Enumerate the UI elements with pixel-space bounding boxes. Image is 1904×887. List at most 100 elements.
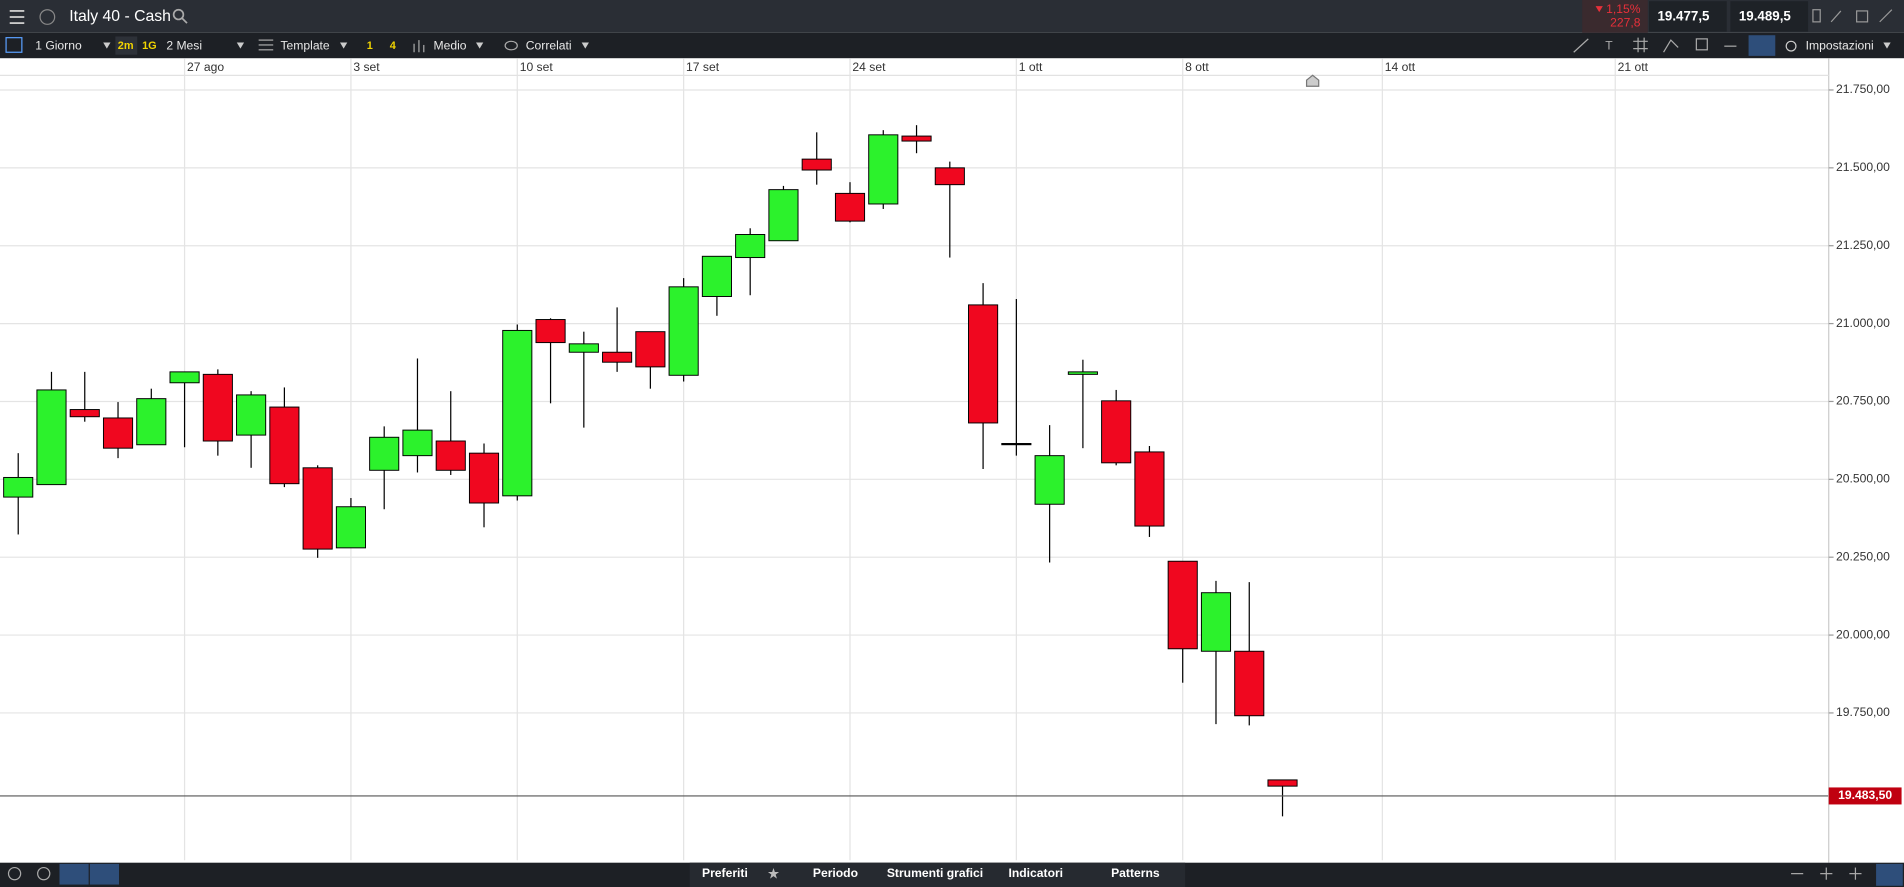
candle-body	[901, 135, 932, 142]
tab[interactable]: Strumenti grafici	[887, 866, 983, 880]
layout-1[interactable]: 1	[367, 40, 373, 52]
tool-icons[interactable]: T	[1573, 37, 1737, 53]
candle-body	[602, 351, 633, 363]
candle-body	[1034, 455, 1065, 505]
ask-box[interactable]	[1730, 1, 1809, 32]
quick-2m[interactable]: 2m	[118, 40, 134, 52]
svg-text:T: T	[1605, 38, 1613, 52]
quick-1g[interactable]: 1G	[142, 40, 157, 52]
candle-body	[735, 234, 766, 259]
candle-body	[1267, 779, 1298, 787]
candle-body	[169, 371, 200, 384]
star-icon[interactable]: ★	[767, 867, 780, 883]
candle-body	[335, 506, 366, 549]
range[interactable]: 2 Mesi	[166, 38, 202, 52]
settings[interactable]: Impostazioni	[1806, 38, 1874, 52]
chart-area	[0, 58, 1904, 863]
search-icon[interactable]	[172, 8, 188, 24]
candle-body	[934, 167, 965, 186]
y-tick-label: 20.250,00	[1836, 549, 1890, 563]
tab[interactable]: Periodo	[813, 866, 858, 880]
y-tick-label: 20.000,00	[1836, 627, 1890, 641]
candle-body	[1067, 371, 1098, 375]
current-price-label: 19.483,50	[1838, 788, 1892, 802]
tab[interactable]: Indicatori	[1009, 866, 1064, 880]
candle-body	[1001, 443, 1032, 446]
candle-body	[635, 331, 666, 368]
candle-body	[1134, 451, 1165, 527]
candle-body	[402, 429, 433, 457]
list-icon[interactable]	[5, 37, 23, 53]
active-tool[interactable]	[1748, 35, 1776, 56]
current-price-box	[1828, 787, 1902, 805]
candle-body	[302, 467, 333, 550]
candle-body	[568, 343, 599, 353]
candle-body	[1200, 592, 1232, 652]
clear-icon[interactable]	[37, 866, 51, 881]
dropdown[interactable]	[103, 42, 111, 49]
x-tick-label: 1 ott	[1019, 60, 1043, 74]
candle-body	[3, 476, 34, 498]
candle-body	[202, 373, 233, 442]
candle-body	[502, 329, 533, 497]
bid-price[interactable]: 19.477,5	[1658, 9, 1711, 24]
dropdown[interactable]	[1883, 42, 1891, 49]
change-pct: 1,15%	[1606, 2, 1641, 16]
quick-box[interactable]	[115, 36, 138, 55]
x-tick-label: 21 ott	[1618, 60, 1649, 74]
tab[interactable]: Patterns	[1111, 866, 1160, 880]
candle-body	[36, 389, 67, 486]
dropdown[interactable]	[340, 42, 348, 49]
interval[interactable]: 1 Giorno	[35, 38, 82, 52]
magnet-tool[interactable]	[89, 863, 119, 885]
candle-body	[968, 304, 999, 424]
settings-icon[interactable]	[1785, 40, 1797, 52]
change-box	[1582, 0, 1648, 33]
dropdown[interactable]	[236, 42, 245, 49]
candle-body	[236, 394, 267, 436]
fit-tool[interactable]	[1876, 863, 1903, 886]
candle-body	[768, 189, 799, 242]
candle-body	[369, 436, 400, 471]
candle-body	[269, 406, 300, 485]
draw-tool[interactable]	[59, 863, 89, 885]
template[interactable]: Template	[281, 38, 330, 52]
candle-body	[668, 286, 699, 376]
style-icon[interactable]	[413, 40, 425, 53]
ask-price[interactable]: 19.489,5	[1739, 9, 1792, 24]
change-pts: 227,8	[1610, 15, 1641, 29]
menu-icon[interactable]	[9, 10, 25, 24]
candle-body	[136, 398, 167, 446]
tabs-box	[689, 862, 1186, 887]
y-tick-label: 21.250,00	[1836, 238, 1890, 252]
y-tick-label: 19.750,00	[1836, 705, 1890, 719]
candle-body	[1101, 400, 1132, 464]
marker-icon[interactable]	[1305, 74, 1320, 87]
x-tick-label: 8 ott	[1185, 60, 1209, 74]
dropdown[interactable]	[581, 42, 589, 49]
reload-icon[interactable]	[7, 866, 22, 881]
currency-icon[interactable]	[39, 9, 56, 25]
candle-body	[801, 158, 832, 171]
x-tick-label: 3 set	[353, 60, 380, 74]
instrument-title[interactable]: Italy 40 - Cash	[69, 8, 171, 25]
tab[interactable]: Preferiti	[702, 866, 748, 880]
candle-body	[868, 134, 899, 205]
dropdown[interactable]	[476, 42, 484, 49]
related[interactable]: Correlati	[526, 38, 572, 52]
related-icon[interactable]	[504, 40, 518, 51]
template-icon[interactable]	[258, 39, 274, 51]
y-tick-label: 21.750,00	[1836, 82, 1890, 96]
style[interactable]: Medio	[434, 38, 467, 52]
bid-box[interactable]	[1649, 1, 1727, 32]
grid	[0, 58, 1829, 861]
layout-4[interactable]: 4	[390, 40, 397, 52]
candle-body	[435, 440, 466, 471]
candle-body	[69, 409, 100, 418]
candle-body	[834, 192, 866, 222]
window-icons[interactable]	[1812, 9, 1893, 23]
x-tick-label: 10 set	[520, 60, 554, 74]
zoom-icons[interactable]	[1791, 867, 1862, 880]
